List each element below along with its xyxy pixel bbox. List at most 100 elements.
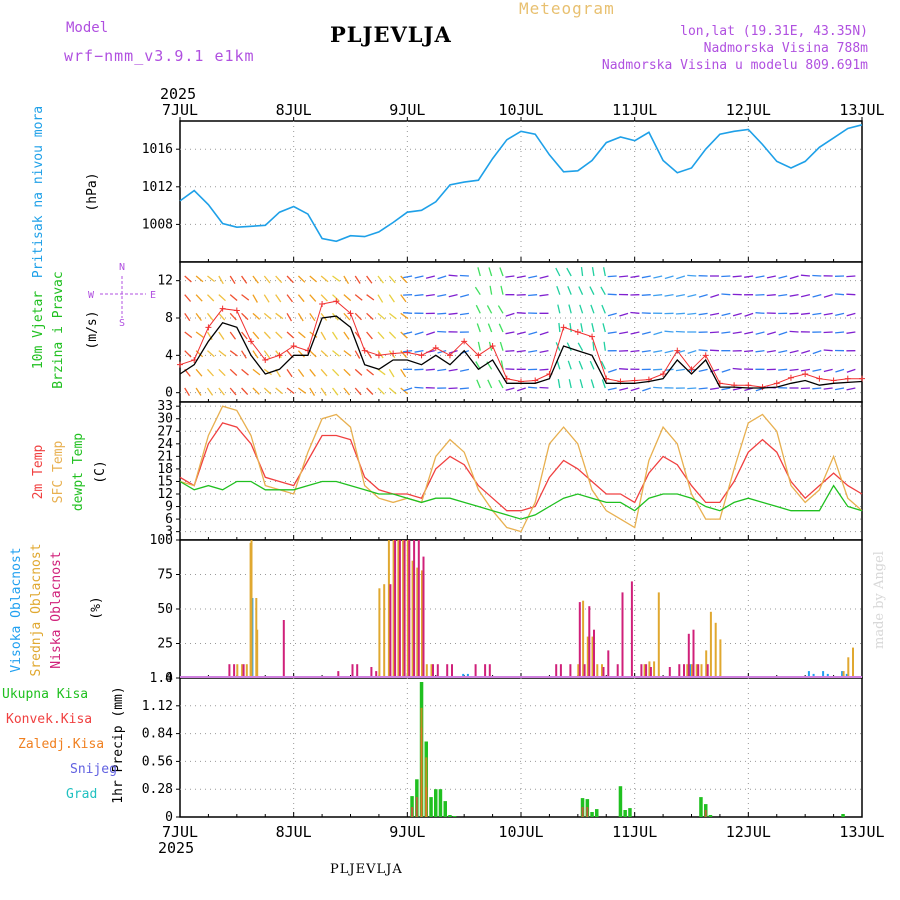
sfctemp-ylabel: SFC Temp	[51, 441, 66, 504]
wind-arrow	[476, 379, 481, 389]
wind-arrow	[252, 368, 261, 376]
cloud-bar	[582, 600, 585, 678]
y-tick-label: 15	[157, 474, 173, 489]
cloud-low-ylabel: Niska Oblacnost	[49, 551, 64, 668]
wind-arrow	[448, 294, 458, 298]
wind-arrow	[499, 267, 504, 277]
y-tick-label: 33	[157, 399, 173, 414]
cloud-bar	[687, 633, 690, 678]
cloud-bar	[719, 639, 722, 678]
cloud-bar	[602, 667, 605, 678]
y-tick-label: 0.28	[142, 782, 173, 797]
wind-arrow	[459, 312, 469, 316]
credit-label: made by Angel	[872, 551, 887, 649]
wind-arrow	[195, 275, 204, 283]
wind-arrow	[218, 275, 224, 285]
wind-arrow	[343, 387, 351, 396]
wind-arrow	[229, 275, 236, 284]
precip-bar	[425, 757, 428, 817]
cloud-bar	[484, 664, 487, 678]
cloud-bar	[446, 664, 449, 678]
wind-arrow	[721, 331, 731, 334]
wind-arrow	[263, 312, 272, 320]
wind-arrow	[331, 387, 339, 396]
wind-arrow	[184, 331, 193, 339]
wind-arrow	[309, 294, 317, 302]
wind-arrow	[403, 275, 413, 279]
wind-arrow	[567, 360, 572, 370]
wind-arrow	[812, 387, 822, 390]
wind-arrow	[400, 331, 408, 339]
wind-arrow	[698, 387, 708, 390]
cloud-bar	[411, 560, 414, 678]
wind-arrow	[425, 368, 435, 371]
wind-arrow	[676, 275, 686, 280]
wind-arrow	[332, 350, 340, 357]
wind-arrow	[207, 294, 215, 302]
wind-arrow	[400, 294, 407, 303]
cloud-bar	[430, 664, 433, 678]
wind-arrow	[568, 304, 572, 314]
wind-arrow	[275, 312, 284, 320]
gust-marker	[660, 371, 667, 377]
legend-convective-precip: Konvek.Kisa	[6, 712, 93, 727]
wind-arrow	[732, 331, 742, 335]
wind-arrow	[528, 350, 538, 353]
station-title: PLJEVLJA	[330, 22, 452, 47]
wind-arrow	[366, 294, 375, 301]
y-tick-label: 0	[165, 810, 173, 825]
wind-arrow	[229, 350, 238, 357]
precip-bar	[438, 789, 443, 817]
wind-arrow	[641, 350, 651, 353]
cloud-bar	[583, 664, 586, 678]
wind-arrow	[846, 387, 856, 391]
wind-arrow	[766, 350, 776, 353]
x-tick-label-bottom: 11JUL	[612, 823, 657, 841]
wind-arrow	[721, 275, 731, 278]
wind-arrow	[487, 323, 493, 333]
wind-arrow	[516, 387, 526, 392]
cloud-bar	[705, 650, 708, 678]
cloud-bar	[245, 664, 248, 678]
wind-arrow	[767, 331, 776, 336]
gust-marker	[248, 338, 255, 345]
wind-arrow	[414, 275, 424, 279]
wind-arrow	[241, 312, 249, 321]
cloud-bar	[383, 584, 386, 678]
cloud-bar	[668, 667, 671, 678]
wind-arrow	[377, 294, 384, 303]
wind-arrow	[602, 267, 606, 277]
wind-arrow	[437, 312, 447, 315]
cloud-bar	[402, 540, 405, 678]
temp-line-1	[179, 405, 863, 533]
wind-arrow	[206, 312, 214, 321]
wind-arrow	[539, 275, 549, 279]
gust-marker	[191, 357, 198, 363]
wind-arrow	[600, 360, 606, 370]
y-tick-label: 1.12	[142, 699, 173, 714]
wind-arrow	[377, 368, 386, 376]
gust-marker	[773, 380, 780, 387]
cloud-bar	[397, 540, 400, 678]
gust-marker	[333, 298, 340, 305]
precip-ylabel: 1hr Precip (mm)	[111, 686, 126, 803]
wind-arrow	[630, 311, 640, 314]
gust-marker	[631, 377, 638, 384]
cloud-bar	[389, 584, 392, 678]
cloud-bar	[421, 570, 423, 678]
wind-arrow	[653, 275, 663, 279]
wind-arrow	[354, 350, 361, 359]
wind-arrow	[459, 274, 469, 277]
wind-arrow	[343, 350, 352, 357]
cloud-bar	[241, 664, 244, 678]
wind-arrow	[184, 312, 191, 322]
wind-arrow	[354, 368, 363, 376]
cloud-bar	[822, 671, 825, 678]
wind-arrow	[400, 275, 408, 284]
y-tick-label: 12	[157, 274, 173, 289]
gust-marker	[219, 305, 226, 312]
y-tick-label: 9	[165, 500, 173, 515]
wind-arrow	[218, 387, 225, 396]
gust-marker	[574, 329, 581, 335]
